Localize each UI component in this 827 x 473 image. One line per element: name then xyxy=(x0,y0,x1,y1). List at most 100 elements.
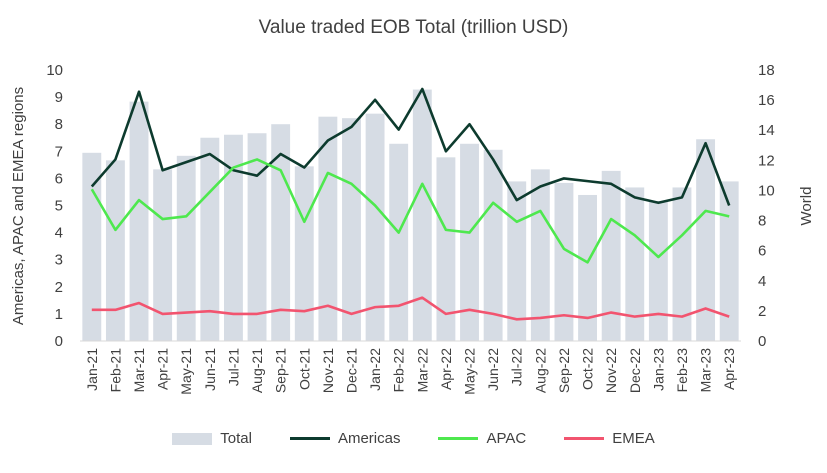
x-tick-label: Apr-23 xyxy=(721,348,737,390)
x-tick-label: May-22 xyxy=(462,348,478,395)
x-tick-label: Dec-21 xyxy=(343,348,359,393)
y-tick-left: 10 xyxy=(46,62,63,79)
legend-swatch xyxy=(289,437,330,440)
bar-total xyxy=(82,152,102,341)
y-tick-right: 16 xyxy=(758,92,775,109)
y-tick-left: 5 xyxy=(55,198,63,215)
y-tick-left: 2 xyxy=(55,279,63,296)
bar-total xyxy=(105,160,125,341)
x-tick-label: Apr-21 xyxy=(155,348,171,390)
bar-total xyxy=(483,149,503,341)
x-tick-label: Jan-21 xyxy=(84,348,100,391)
y-tick-right: 10 xyxy=(758,182,775,199)
bar-total xyxy=(342,118,361,341)
bar-total xyxy=(318,116,338,341)
y-tick-left: 4 xyxy=(55,225,63,242)
x-tick-label: Mar-22 xyxy=(414,348,430,393)
bar-total xyxy=(530,169,550,341)
bar-total xyxy=(365,113,385,342)
x-tick-label: Sep-22 xyxy=(556,348,572,393)
legend-swatch xyxy=(172,432,213,445)
legend-swatch xyxy=(438,437,479,440)
bar-total xyxy=(696,139,716,341)
x-tick-label: Jul-21 xyxy=(225,348,241,386)
bar-total xyxy=(436,157,456,341)
y-tick-right: 2 xyxy=(758,303,766,320)
legend-item-americas: Americas xyxy=(289,430,401,447)
line-americas xyxy=(90,87,731,206)
y-tick-left: 7 xyxy=(55,143,63,160)
y-tick-right: 8 xyxy=(758,213,766,230)
x-tick-label: Oct-22 xyxy=(580,348,596,390)
x-tick-label: Oct-21 xyxy=(296,348,312,390)
x-tick-label: Dec-22 xyxy=(627,348,643,393)
y-tick-right: 14 xyxy=(758,122,775,139)
legend-label: Americas xyxy=(337,430,401,447)
y-tick-left: 9 xyxy=(55,89,63,106)
y-tick-left: 6 xyxy=(55,170,63,187)
y-tick-left: 1 xyxy=(55,306,63,323)
bar-total xyxy=(389,143,409,341)
x-tick-label: Aug-21 xyxy=(249,348,265,393)
bar-total xyxy=(153,169,173,341)
right-axis-ticks: 0 2 4 6 8 10 12 14 16 18 xyxy=(758,62,775,350)
left-axis-ticks: 0 1 2 3 4 5 6 7 8 9 10 xyxy=(46,62,63,350)
x-tick-label: Jan-22 xyxy=(367,348,383,391)
x-tick-label: May-21 xyxy=(178,348,194,395)
x-tick-label: Feb-22 xyxy=(391,348,407,393)
x-tick-label: Mar-21 xyxy=(131,348,147,393)
y-tick-right: 0 xyxy=(758,333,766,350)
chart-title: Value traded EOB Total (trillion USD) xyxy=(258,17,569,38)
bar-total xyxy=(247,133,267,341)
y-tick-right: 12 xyxy=(758,152,775,169)
y-tick-right: 6 xyxy=(758,243,766,260)
bar-total xyxy=(176,155,196,341)
bar-total xyxy=(460,143,479,341)
legend-item-total: Total xyxy=(172,430,252,447)
legend-swatch xyxy=(564,437,605,440)
x-tick-label: Feb-23 xyxy=(674,348,690,393)
line-apac xyxy=(90,158,730,264)
bar-total xyxy=(578,194,597,341)
line-emea xyxy=(91,296,730,321)
x-tick-label: Jul-22 xyxy=(509,348,525,386)
y-tick-left: 8 xyxy=(55,116,63,133)
legend-item-emea: EMEA xyxy=(564,430,655,447)
bar-total xyxy=(719,181,739,341)
lines-group xyxy=(90,87,731,321)
x-tick-label: Nov-21 xyxy=(320,348,336,393)
x-tick-label: Aug-22 xyxy=(532,348,548,393)
bar-total xyxy=(129,101,149,341)
x-tick-label: Mar-23 xyxy=(698,348,714,393)
legend-item-apac: APAC xyxy=(438,430,526,447)
bar-total xyxy=(601,170,621,341)
bar-total xyxy=(625,187,645,341)
bar-total xyxy=(294,166,314,341)
x-tick-label: Jun-21 xyxy=(202,348,218,391)
bar-total xyxy=(672,187,692,341)
bar-total xyxy=(412,89,432,341)
y-tick-left: 0 xyxy=(55,333,63,350)
y-axis-label-right: World xyxy=(798,187,815,226)
x-tick-label: Feb-21 xyxy=(107,348,123,393)
x-tick-label: Apr-22 xyxy=(438,348,454,390)
y-tick-right: 18 xyxy=(758,62,775,79)
legend-label: EMEA xyxy=(612,430,655,447)
y-tick-left: 3 xyxy=(55,252,63,269)
legend: Total Americas APAC EMEA xyxy=(0,430,827,447)
bars-group xyxy=(82,89,739,342)
x-tick-label: Sep-21 xyxy=(273,348,289,393)
y-axis-label-left: Americas, APAC and EMEA regions xyxy=(10,87,27,325)
legend-label: Total xyxy=(220,430,252,447)
legend-label: APAC xyxy=(486,430,527,447)
x-tick-label: Jun-22 xyxy=(485,348,501,391)
x-axis-ticks: Jan-21 Feb-21 Mar-21 Apr-21 May-21 Jun-21 Jul-… xyxy=(84,348,737,395)
x-tick-label: Nov-22 xyxy=(603,348,619,393)
x-tick-label: Jan-23 xyxy=(650,348,666,391)
bar-total xyxy=(554,182,574,341)
bar-total xyxy=(224,134,243,341)
bar-total xyxy=(507,181,527,341)
y-tick-right: 4 xyxy=(758,273,766,290)
bar-total xyxy=(648,200,668,341)
